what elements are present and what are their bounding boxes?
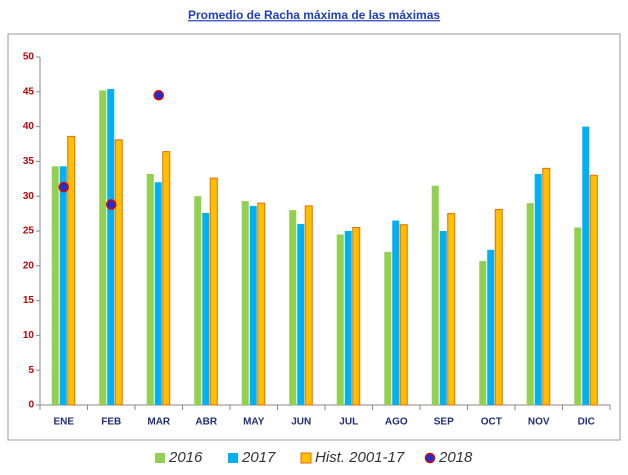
bar — [439, 231, 447, 405]
bar — [574, 227, 582, 405]
x-tick-label: MAR — [147, 417, 171, 428]
legend-label: Hist. 2001-17 — [315, 449, 405, 466]
bar — [241, 201, 249, 405]
bar — [194, 196, 202, 405]
y-tick-label: 35 — [23, 156, 35, 167]
bar — [542, 167, 551, 406]
bar — [582, 126, 590, 405]
y-tick-label: 50 — [23, 52, 35, 63]
bar — [344, 231, 352, 405]
x-tick-label: ENE — [53, 417, 74, 428]
bar — [352, 227, 361, 406]
dot — [153, 90, 164, 101]
bar — [589, 174, 598, 406]
bar — [526, 203, 534, 405]
x-tick-label: AGO — [385, 417, 408, 428]
y-tick-label: 10 — [23, 330, 35, 341]
x-tick-label: NOV — [528, 417, 550, 428]
bar — [209, 177, 218, 406]
legend-swatch — [300, 452, 312, 464]
bar — [479, 260, 487, 405]
chart-title: Promedio de Racha máxima de las máximas — [188, 8, 440, 22]
bar — [304, 205, 313, 406]
bar — [399, 224, 408, 406]
y-tick-label: 5 — [28, 365, 34, 376]
legend-label: 2016 — [168, 449, 203, 466]
y-tick-label: 0 — [28, 400, 34, 411]
bar — [99, 90, 107, 406]
legend-label: 2018 — [438, 449, 473, 466]
dot — [106, 199, 117, 210]
y-tick-label: 20 — [23, 260, 35, 271]
y-tick-label: 40 — [23, 121, 35, 132]
bar — [114, 139, 123, 406]
x-tick-label: JUL — [339, 417, 358, 428]
bar — [392, 220, 400, 405]
x-tick-label: JUN — [291, 417, 311, 428]
dot — [58, 181, 69, 193]
bar — [534, 173, 542, 405]
bar — [154, 182, 162, 405]
y-tick-label: 45 — [23, 86, 35, 97]
bar — [257, 202, 266, 406]
bar — [202, 212, 210, 405]
x-tick-label: FEB — [101, 417, 121, 428]
bar — [59, 166, 67, 405]
legend-swatch — [228, 453, 238, 463]
x-tick-label: DIC — [578, 417, 595, 428]
bar — [146, 173, 154, 405]
bar — [336, 234, 344, 405]
x-tick-label: SEP — [434, 417, 454, 428]
bar — [431, 185, 439, 405]
bar — [494, 208, 503, 406]
bar — [67, 135, 76, 406]
bar — [289, 210, 297, 405]
x-tick-label: MAY — [243, 417, 265, 428]
legend-swatch — [424, 452, 436, 464]
legend-swatch — [155, 453, 165, 463]
bar — [384, 251, 392, 405]
bar — [162, 151, 171, 406]
bar — [297, 224, 305, 405]
bar — [487, 249, 495, 405]
bar — [447, 213, 456, 406]
y-tick-label: 15 — [23, 295, 35, 306]
bar — [107, 89, 115, 406]
y-tick-label: 25 — [23, 226, 35, 237]
bar — [51, 166, 59, 405]
x-tick-label: ABR — [195, 417, 217, 428]
legend-label: 2017 — [241, 449, 276, 466]
y-tick-label: 30 — [23, 191, 35, 202]
x-tick-label: OCT — [481, 417, 502, 428]
bar — [249, 205, 257, 405]
